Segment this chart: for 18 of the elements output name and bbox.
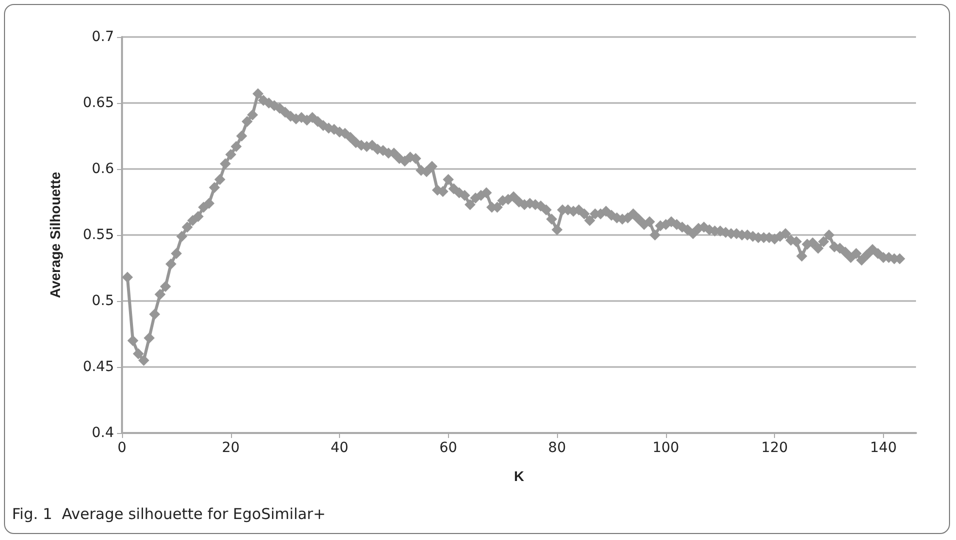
y-tick-label: 0.55	[82, 227, 114, 243]
y-axis-title: Average Silhouette	[47, 172, 63, 298]
x-tick-label: 40	[330, 440, 348, 456]
x-tick-label: 140	[870, 440, 897, 456]
y-tick-label: 0.7	[92, 29, 114, 45]
y-tick-label: 0.45	[82, 359, 114, 375]
x-tick-label: 120	[761, 440, 788, 456]
x-tick-label: 80	[548, 440, 566, 456]
y-tick-label: 0.6	[92, 161, 114, 177]
x-tick-label: 60	[439, 440, 458, 456]
x-tick-label: 20	[222, 440, 240, 456]
y-tick-label: 0.65	[82, 95, 114, 111]
x-axis-title: K	[514, 468, 524, 484]
y-tick-label: 0.4	[92, 425, 114, 441]
x-tick-label: 0	[118, 440, 126, 456]
caption: Fig. 1 Average silhouette for EgoSimilar+	[12, 505, 326, 523]
x-tick-label: 100	[652, 440, 680, 456]
y-tick-label: 0.5	[92, 293, 114, 309]
